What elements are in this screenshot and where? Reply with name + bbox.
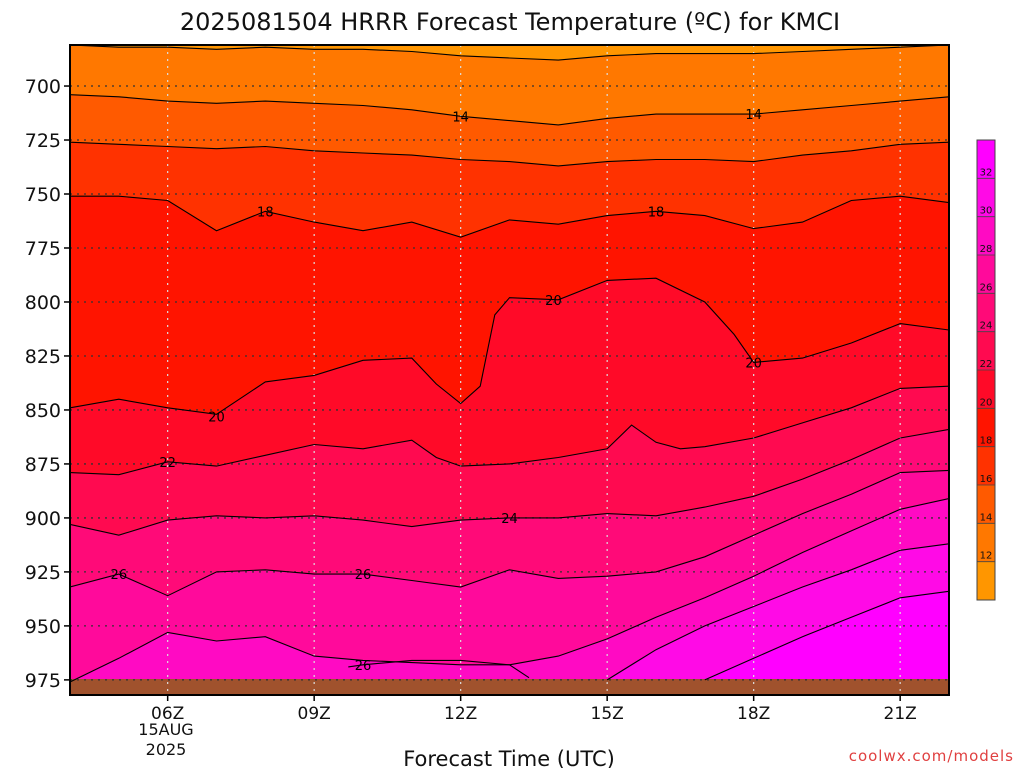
- y-tick-label-725: 725: [25, 130, 61, 152]
- contour-label-26: 26: [355, 659, 372, 674]
- colorbar: 12 14 16 18 20 22 24 26 28 30 32: [976, 139, 996, 601]
- colorbar-label-26: 26: [980, 282, 993, 293]
- x-sub-label-date: 15AUG: [138, 720, 193, 739]
- contour-label-14: 14: [745, 108, 762, 123]
- y-axis: 700 725 750 775 800 825 850 875 900 925 950 975: [25, 76, 70, 692]
- contour-line-12: [70, 45, 949, 61]
- chart-title: 2025081504 HRRR Forecast Temperature (ºC…: [180, 8, 840, 36]
- colorbar-label-30: 30: [980, 206, 993, 217]
- contour-line-24: [70, 428, 949, 536]
- y-tick-label-875: 875: [25, 454, 61, 476]
- contour-label-20: 20: [745, 356, 762, 371]
- colorbar-swatch-20: [977, 370, 995, 409]
- x-axis: 06Z 09Z 12Z 15Z 18Z 21Z: [151, 695, 917, 724]
- contour-line-28: [348, 659, 530, 679]
- contour-line-22: [70, 385, 949, 476]
- y-tick-label-825: 825: [25, 346, 61, 368]
- contour-labels: 14 14 18 18 20 20 20 22 24 26 26 26: [111, 108, 762, 674]
- contour-label-18: 18: [257, 205, 274, 220]
- contour-line-18: [70, 195, 949, 238]
- colorbar-label-22: 22: [980, 359, 993, 370]
- y-tick-label-975: 975: [25, 670, 61, 692]
- plot-frame: [69, 44, 950, 696]
- colorbar-label-16: 16: [980, 474, 993, 485]
- contour-line-16: [70, 141, 949, 167]
- x-tick-label-21Z: 21Z: [884, 704, 917, 724]
- y-tick-label-850: 850: [25, 400, 61, 422]
- contour-line-30: [606, 543, 949, 681]
- contour-label-18: 18: [648, 205, 665, 220]
- colorbar-swatch-30: [977, 178, 995, 217]
- colorbar-label-28: 28: [980, 244, 993, 255]
- contour-label-22: 22: [159, 456, 176, 471]
- colorbar-swatch-14: [977, 485, 995, 524]
- contour-label-14: 14: [452, 110, 469, 125]
- colorbar-swatch-12: [977, 523, 995, 562]
- temperature-fill-bands: [70, 45, 949, 695]
- x-tick-label-12Z: 12Z: [444, 704, 477, 724]
- x-tick-label-18Z: 18Z: [737, 704, 770, 724]
- credit-text: coolwx.com/models: [849, 747, 1014, 765]
- y-tick-label-900: 900: [25, 508, 61, 530]
- surface-ground: [70, 679, 949, 695]
- x-tick-label-06Z: 06Z: [151, 704, 184, 724]
- y-tick-label-750: 750: [25, 184, 61, 206]
- contour-lines: [70, 45, 949, 683]
- colorbar-label-20: 20: [980, 397, 993, 408]
- colorbar-swatch-16: [977, 446, 995, 485]
- colorbar-swatch-32: [977, 140, 995, 179]
- colorbar-label-24: 24: [980, 321, 993, 332]
- x-sub-label-year: 2025: [146, 740, 187, 759]
- contour-line-32: [704, 590, 949, 681]
- contour-label-20: 20: [545, 294, 562, 309]
- colorbar-swatch-24: [977, 293, 995, 332]
- colorbar-label-14: 14: [980, 512, 993, 523]
- y-tick-label-925: 925: [25, 562, 61, 584]
- colorbar-label-18: 18: [980, 436, 993, 447]
- band-fill-above-32: [704, 591, 949, 695]
- y-tick-label-800: 800: [25, 292, 61, 314]
- contour-line-14: [70, 94, 949, 126]
- contour-label-26: 26: [111, 568, 128, 583]
- colorbar-swatch-10: [977, 561, 995, 600]
- x-axis-label: Forecast Time (UTC): [403, 747, 615, 768]
- y-tick-label-700: 700: [25, 76, 61, 98]
- y-tick-label-775: 775: [25, 238, 61, 260]
- colorbar-swatch-22: [977, 331, 995, 370]
- contour-label-26: 26: [355, 568, 372, 583]
- contour-label-20: 20: [208, 410, 225, 425]
- contour-line-26: [70, 469, 949, 597]
- contour-line-20: [70, 277, 949, 415]
- colorbar-swatch-26: [977, 255, 995, 294]
- colorbar-label-12: 12: [980, 551, 993, 562]
- y-tick-label-950: 950: [25, 616, 61, 638]
- contour-label-24: 24: [501, 512, 518, 527]
- colorbar-swatch-18: [977, 408, 995, 447]
- x-tick-label-15Z: 15Z: [591, 704, 624, 724]
- x-tick-label-09Z: 09Z: [298, 704, 331, 724]
- colorbar-label-32: 32: [980, 167, 993, 178]
- colorbar-swatch-28: [977, 216, 995, 255]
